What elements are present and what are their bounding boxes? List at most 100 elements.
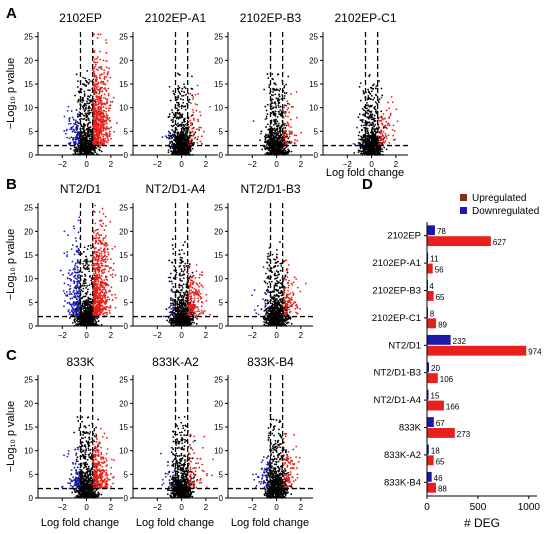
down-point bbox=[362, 143, 365, 145]
down-point bbox=[75, 129, 78, 131]
ns-point bbox=[374, 123, 377, 126]
up-point bbox=[199, 114, 202, 117]
ns-point bbox=[370, 128, 373, 131]
down-point bbox=[69, 141, 72, 144]
ns-point bbox=[84, 141, 87, 143]
ns-point bbox=[81, 271, 83, 274]
up-point bbox=[94, 92, 96, 94]
ns-point bbox=[374, 110, 377, 113]
ns-point bbox=[184, 93, 187, 96]
ns-point bbox=[94, 320, 96, 322]
ns-point bbox=[175, 128, 178, 131]
ns-point bbox=[276, 140, 279, 143]
ns-point bbox=[84, 273, 86, 276]
up-point bbox=[102, 133, 105, 136]
ns-point bbox=[81, 141, 83, 144]
up-point bbox=[97, 114, 99, 116]
up-point bbox=[102, 127, 105, 130]
up-point bbox=[97, 126, 99, 129]
up-point bbox=[102, 119, 105, 122]
up-point bbox=[111, 294, 113, 296]
ns-point bbox=[88, 310, 91, 313]
ns-point bbox=[284, 127, 287, 129]
ns-point bbox=[80, 135, 83, 138]
ns-point bbox=[170, 124, 173, 127]
ns-point bbox=[82, 279, 85, 282]
up-point bbox=[395, 108, 398, 111]
ns-point bbox=[177, 85, 180, 87]
ns-point bbox=[193, 141, 195, 144]
ns-point bbox=[274, 112, 277, 115]
up-point bbox=[91, 239, 94, 242]
up-point bbox=[300, 131, 302, 134]
up-point bbox=[100, 104, 103, 106]
up-point bbox=[105, 107, 108, 110]
up-point bbox=[95, 83, 97, 85]
ns-point bbox=[81, 127, 84, 130]
ns-point bbox=[75, 146, 78, 149]
ns-point bbox=[277, 104, 280, 107]
ns-point bbox=[171, 109, 173, 111]
ns-point bbox=[276, 127, 279, 130]
ns-point bbox=[85, 107, 87, 110]
ns-point bbox=[275, 89, 278, 92]
ns-point bbox=[366, 109, 369, 112]
ns-point bbox=[181, 104, 183, 107]
ns-point bbox=[181, 113, 184, 116]
ns-point bbox=[264, 153, 267, 156]
y-tick-label: 0 bbox=[29, 322, 34, 331]
up-point bbox=[109, 312, 111, 314]
y-axis-label: −Log₁₀ p value bbox=[5, 229, 17, 301]
up-point bbox=[102, 129, 105, 132]
up-point bbox=[100, 132, 103, 135]
up-point bbox=[105, 66, 108, 69]
up-point bbox=[99, 281, 102, 284]
up-point bbox=[106, 79, 109, 82]
ns-point bbox=[88, 146, 91, 149]
up-point bbox=[108, 130, 111, 133]
up-point bbox=[95, 86, 98, 89]
ns-point bbox=[264, 140, 266, 143]
up-point bbox=[191, 108, 194, 111]
ns-point bbox=[80, 132, 83, 134]
ns-point bbox=[270, 126, 273, 129]
up-point bbox=[295, 116, 298, 119]
ns-point bbox=[83, 126, 85, 129]
ns-point bbox=[87, 107, 90, 110]
up-point bbox=[190, 124, 192, 127]
up-point bbox=[101, 207, 104, 210]
ns-point bbox=[84, 282, 87, 285]
ns-point bbox=[379, 150, 382, 153]
up-point bbox=[93, 75, 96, 78]
ns-point bbox=[167, 134, 170, 137]
up-point bbox=[190, 138, 193, 141]
up-point bbox=[380, 115, 382, 118]
panel-letter-b: B bbox=[6, 176, 17, 193]
up-point bbox=[97, 81, 100, 84]
ns-point bbox=[363, 136, 365, 139]
down-point bbox=[72, 137, 75, 139]
up-point bbox=[94, 136, 97, 139]
up-point bbox=[92, 81, 95, 84]
ns-point bbox=[88, 137, 91, 140]
ns-point bbox=[280, 143, 282, 146]
up-point bbox=[94, 262, 96, 265]
ns-point bbox=[179, 142, 182, 145]
ns-point bbox=[173, 92, 175, 95]
up-point bbox=[388, 124, 391, 127]
ns-point bbox=[189, 146, 192, 148]
down-point bbox=[74, 131, 77, 134]
up-point bbox=[105, 60, 108, 62]
ns-point bbox=[353, 152, 356, 154]
down-point bbox=[71, 126, 73, 129]
y-tick-label: 20 bbox=[24, 56, 33, 65]
ns-point bbox=[87, 148, 90, 151]
ns-point bbox=[370, 94, 373, 97]
ns-point bbox=[288, 140, 291, 143]
ns-point bbox=[362, 139, 365, 142]
ns-point bbox=[383, 146, 386, 149]
down-point bbox=[74, 136, 77, 139]
up-point bbox=[110, 286, 113, 289]
up-point bbox=[101, 86, 104, 89]
